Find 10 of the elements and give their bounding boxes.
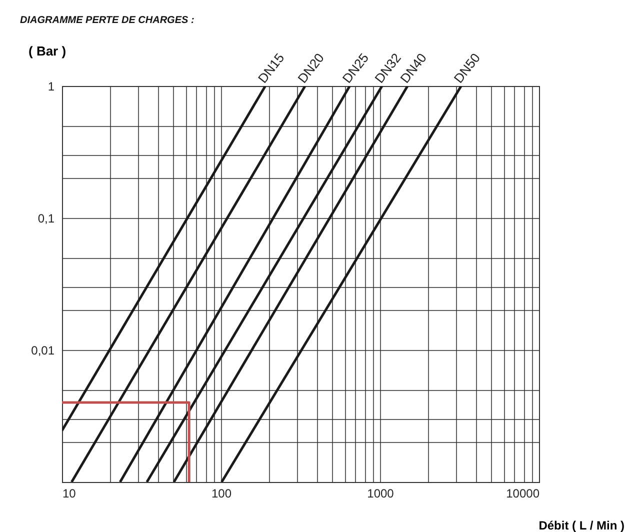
y-tick-label: 0,01 (31, 344, 55, 358)
x-axis-title: Débit ( L / Min ) (538, 518, 624, 532)
chart-title: DIAGRAMME PERTE DE CHARGES : (20, 15, 194, 26)
y-axis-title: ( Bar ) (28, 44, 66, 58)
x-tick-label: 10 (62, 486, 76, 500)
x-tick-label: 1000 (367, 486, 394, 500)
x-tick-label: 100 (211, 486, 232, 500)
x-tick-label: 10000 (506, 486, 540, 500)
y-tick-label: 1 (48, 80, 55, 94)
y-tick-label: 0,1 (38, 212, 55, 226)
